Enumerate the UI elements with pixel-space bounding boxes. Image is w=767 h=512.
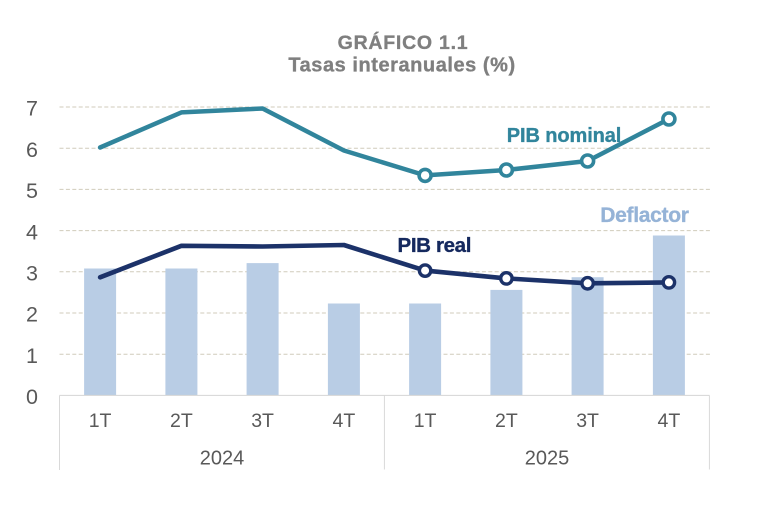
svg-text:Tasas interanuales (%): Tasas interanuales (%) bbox=[288, 55, 515, 77]
svg-text:2025: 2025 bbox=[525, 447, 570, 469]
svg-text:Deflactor: Deflactor bbox=[600, 204, 688, 227]
svg-text:3T: 3T bbox=[251, 410, 274, 432]
svg-text:PIB nominal: PIB nominal bbox=[507, 125, 621, 147]
svg-text:7: 7 bbox=[26, 97, 38, 121]
svg-text:GRÁFICO 1.1: GRÁFICO 1.1 bbox=[338, 31, 469, 54]
svg-text:4T: 4T bbox=[658, 410, 681, 432]
svg-text:2T: 2T bbox=[170, 410, 193, 432]
svg-text:4: 4 bbox=[26, 220, 38, 244]
svg-text:1T: 1T bbox=[89, 410, 112, 432]
svg-text:0: 0 bbox=[26, 385, 38, 409]
svg-text:2T: 2T bbox=[495, 410, 518, 432]
svg-text:2024: 2024 bbox=[200, 447, 245, 469]
svg-text:3T: 3T bbox=[576, 410, 599, 432]
svg-text:4T: 4T bbox=[333, 410, 356, 432]
svg-text:PIB real: PIB real bbox=[398, 234, 472, 257]
svg-text:6: 6 bbox=[26, 138, 38, 162]
svg-text:1T: 1T bbox=[414, 410, 437, 432]
svg-text:1: 1 bbox=[26, 344, 38, 368]
svg-text:5: 5 bbox=[26, 179, 38, 203]
svg-text:3: 3 bbox=[26, 262, 38, 286]
svg-text:2: 2 bbox=[26, 303, 38, 327]
